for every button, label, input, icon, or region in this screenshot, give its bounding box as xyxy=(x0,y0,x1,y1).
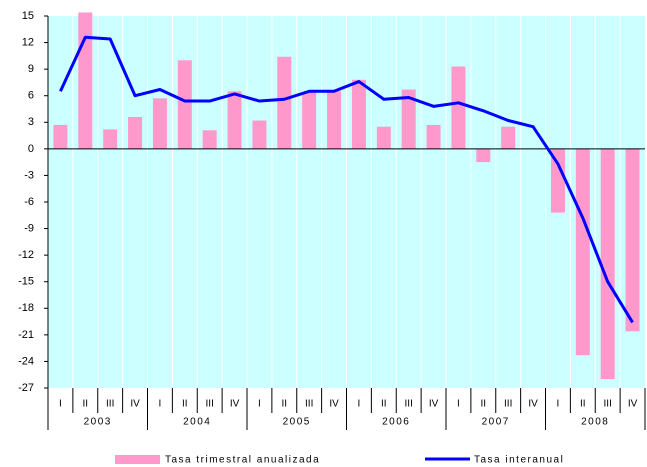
x-tick-label: II xyxy=(381,399,387,410)
x-tick-label: I xyxy=(358,399,361,410)
bar xyxy=(78,12,93,149)
y-tick-label: 3 xyxy=(28,116,34,128)
bar xyxy=(202,130,217,149)
x-tick-label: I xyxy=(159,399,162,410)
x-tick-label: II xyxy=(282,399,288,410)
bar xyxy=(351,79,366,149)
x-tick-label: II xyxy=(481,399,487,410)
bar xyxy=(401,89,416,149)
year-label: 2006 xyxy=(382,417,410,428)
x-tick-label: IV xyxy=(528,399,538,410)
year-label: 2008 xyxy=(581,417,609,428)
bar xyxy=(426,124,441,149)
x-tick-label: III xyxy=(604,399,612,410)
y-tick-label: 12 xyxy=(22,36,34,48)
x-tick-label: III xyxy=(305,399,313,410)
y-tick-label: -12 xyxy=(18,249,34,261)
bar xyxy=(550,148,565,213)
bar xyxy=(252,120,267,149)
legend-label: Tasa interanual xyxy=(474,455,564,466)
legend-swatch xyxy=(115,455,160,464)
bar xyxy=(451,66,466,149)
bar xyxy=(227,91,242,149)
year-label: 2005 xyxy=(283,417,311,428)
y-tick-label: -18 xyxy=(18,302,34,314)
x-tick-label: II xyxy=(83,399,89,410)
bar xyxy=(128,116,143,149)
y-tick-label: -6 xyxy=(24,196,34,208)
x-tick-label: II xyxy=(580,399,586,410)
x-tick-label: II xyxy=(182,399,188,410)
x-tick-label: IV xyxy=(130,399,140,410)
bar xyxy=(327,91,342,149)
bar xyxy=(575,148,590,356)
x-tick-label: I xyxy=(557,399,560,410)
bar xyxy=(625,148,640,332)
line xyxy=(59,35,634,324)
bar xyxy=(302,92,317,149)
y-tick-label: -24 xyxy=(18,355,34,367)
y-tick-label: -9 xyxy=(24,222,34,234)
y-tick-label: 15 xyxy=(22,10,34,22)
year-label: 2007 xyxy=(482,417,510,428)
y-tick-label: -27 xyxy=(18,382,34,394)
x-tick-label: IV xyxy=(329,399,339,410)
x-tick-label: III xyxy=(405,399,413,410)
x-tick-label: IV xyxy=(628,399,638,410)
x-tick-label: I xyxy=(457,399,460,410)
bar xyxy=(152,98,167,149)
y-tick-label: -15 xyxy=(18,276,34,288)
bar xyxy=(501,126,516,149)
bar xyxy=(600,148,615,380)
bar xyxy=(177,60,192,149)
x-tick-label: I xyxy=(258,399,261,410)
y-tick-label: -3 xyxy=(24,169,34,181)
bar xyxy=(103,129,118,149)
x-tick-label: III xyxy=(106,399,114,410)
y-tick-label: -21 xyxy=(18,329,34,341)
bar xyxy=(376,126,391,149)
x-tick-label: I xyxy=(59,399,62,410)
x-tick-label: III xyxy=(206,399,214,410)
bar xyxy=(476,148,491,163)
bar xyxy=(277,56,292,149)
x-tick-label: III xyxy=(504,399,512,410)
year-label: 2004 xyxy=(183,417,211,428)
bar xyxy=(53,124,68,149)
y-tick-label: 9 xyxy=(28,63,34,75)
year-label: 2003 xyxy=(84,417,112,428)
x-tick-label: IV xyxy=(429,399,439,410)
y-tick-label: 0 xyxy=(28,143,34,155)
legend-label: Tasa trimestral anualizada xyxy=(165,455,320,466)
y-tick-label: 6 xyxy=(28,90,34,102)
x-tick-label: IV xyxy=(230,399,240,410)
